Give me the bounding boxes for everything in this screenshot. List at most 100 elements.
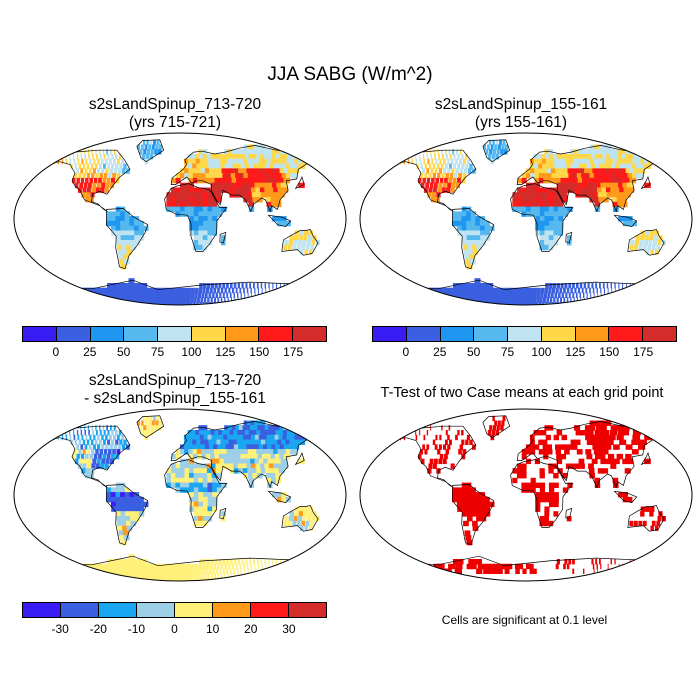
- grid-cell: [653, 240, 657, 246]
- grid-cell: [451, 287, 459, 294]
- grid-cell: [395, 158, 397, 165]
- grid-cell: [165, 568, 171, 574]
- grid-cell: [142, 563, 149, 570]
- grid-cell: [81, 158, 84, 165]
- grid-cell: [129, 225, 135, 232]
- grid-cell: [276, 182, 283, 189]
- grid-cell: [206, 192, 213, 198]
- grid-cell: [466, 158, 470, 165]
- grid-cell: [470, 487, 476, 493]
- grid-cell: [279, 297, 283, 303]
- grid-cell: [125, 240, 132, 246]
- grid-cell: [123, 163, 127, 169]
- grid-cell: [202, 192, 208, 198]
- grid-cell: [88, 573, 97, 579]
- grid-cell: [279, 563, 281, 570]
- grid-cell: [628, 302, 633, 305]
- grid-cell: [470, 287, 477, 294]
- grid-cell: [207, 211, 213, 217]
- grid-cell: [287, 244, 292, 251]
- grid-cell: [61, 287, 71, 294]
- grid-cell: [198, 230, 204, 236]
- grid-cell: [560, 283, 564, 289]
- grid-cell: [148, 144, 152, 150]
- grid-cell: [180, 563, 185, 570]
- grid-cell: [193, 225, 199, 232]
- grid-cell: [521, 197, 527, 203]
- grid-cell: [500, 425, 504, 431]
- grid-cell: [436, 563, 445, 570]
- grid-cell: [252, 154, 260, 160]
- grid-cell: [230, 173, 237, 179]
- grid-cell: [143, 501, 149, 508]
- grid-cell: [600, 434, 608, 441]
- grid-cell: [492, 415, 495, 422]
- grid-cell: [548, 192, 554, 198]
- grid-cell: [453, 163, 457, 169]
- grid-cell: [226, 283, 229, 289]
- grid-cell: [575, 292, 578, 298]
- grid-cell: [530, 206, 536, 212]
- grid-cell: [589, 158, 596, 165]
- grid-cell: [180, 302, 184, 305]
- grid-cell: [193, 492, 199, 498]
- grid-cell: [521, 453, 527, 460]
- grid-cell: [184, 211, 190, 217]
- grid-cell: [280, 559, 281, 565]
- grid-cell: [125, 302, 133, 305]
- grid-cell: [81, 297, 91, 303]
- grid-cell: [268, 559, 270, 565]
- grid-cell: [251, 468, 258, 474]
- grid-cell: [115, 154, 118, 160]
- grid-cell: [556, 154, 563, 160]
- grid-cell: [283, 444, 291, 450]
- grid-cell: [92, 168, 96, 174]
- grid-cell: [430, 149, 432, 155]
- grid-cell: [138, 230, 145, 236]
- grid-cell: [553, 201, 559, 208]
- grid-cell: [588, 149, 596, 155]
- grid-cell: [636, 287, 638, 294]
- grid-cell: [244, 177, 251, 184]
- grid-cell: [629, 287, 631, 294]
- grid-cell: [470, 211, 476, 217]
- grid-cell: [237, 578, 239, 581]
- grid-cell: [599, 283, 601, 289]
- grid-cell: [226, 568, 229, 574]
- grid-cell: [526, 302, 530, 305]
- grid-cell: [600, 158, 608, 165]
- grid-cell: [568, 173, 575, 179]
- grid-cell: [83, 578, 94, 581]
- grid-cell: [461, 302, 470, 305]
- grid-cell: [104, 187, 109, 193]
- grid-cell: [176, 287, 181, 294]
- grid-cell: [193, 496, 199, 503]
- grid-cell: [310, 244, 315, 251]
- grid-cell: [99, 163, 102, 169]
- grid-cell: [206, 563, 210, 570]
- grid-cell: [216, 439, 223, 445]
- grid-cell: [235, 149, 242, 155]
- grid-cell: [296, 244, 301, 251]
- grid-cell: [584, 149, 592, 155]
- map-field: [45, 139, 320, 305]
- grid-cell: [189, 201, 195, 208]
- grid-cell: [572, 568, 575, 574]
- grid-cell: [157, 578, 163, 581]
- grid-cell: [466, 492, 472, 498]
- grid-cell: [295, 297, 300, 303]
- grid-cell: [180, 568, 184, 574]
- grid-cell: [214, 559, 218, 565]
- grid-cell: [628, 297, 632, 303]
- grid-cell: [218, 449, 224, 455]
- grid-cell: [195, 430, 201, 436]
- grid-cell: [96, 154, 98, 160]
- grid-cell: [236, 177, 242, 184]
- grid-cell: [239, 563, 242, 570]
- grid-cell: [242, 425, 250, 431]
- grid-cell: [297, 516, 302, 522]
- grid-cell: [589, 302, 591, 305]
- grid-cell: [115, 163, 119, 169]
- grid-cell: [518, 287, 524, 294]
- grid-cell: [432, 463, 437, 469]
